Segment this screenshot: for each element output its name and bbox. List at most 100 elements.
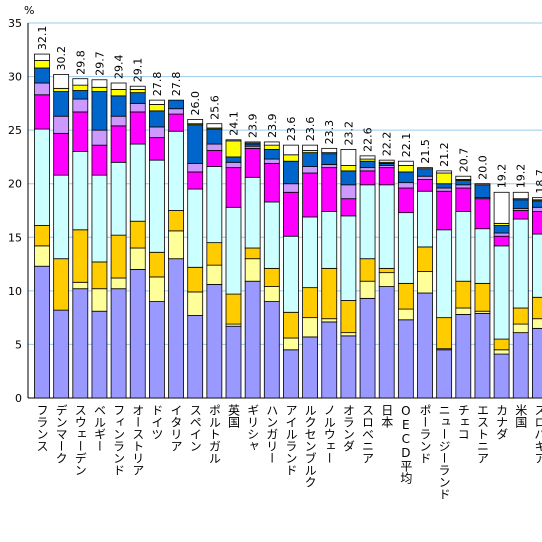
bar-segment xyxy=(129,143,146,222)
x-tick-label: ギリシャ xyxy=(246,404,260,452)
bar-segment xyxy=(91,86,108,92)
bar-segment xyxy=(455,211,472,282)
bar-segment xyxy=(206,284,223,399)
bar-segment xyxy=(34,53,50,61)
bar-segment xyxy=(302,216,319,289)
total-label: 23.6 xyxy=(304,117,317,142)
total-label: 32.1 xyxy=(36,26,49,51)
bar-segment xyxy=(263,301,280,399)
x-tick-label: チェコ xyxy=(456,404,470,440)
x-tick-label: スロバキア xyxy=(533,404,542,464)
total-label: 21.2 xyxy=(438,142,451,167)
x-tick-label: スペイン xyxy=(188,404,202,452)
bar-segment xyxy=(244,141,261,144)
bar-segment xyxy=(168,113,184,132)
bar-segment xyxy=(417,167,433,170)
total-label: 30.2 xyxy=(55,46,68,71)
bar-segment xyxy=(34,94,50,130)
bar-segment xyxy=(493,353,510,399)
x-tick-label: 英国 xyxy=(227,404,241,428)
bar-segment xyxy=(168,99,184,110)
bar-segment xyxy=(53,258,70,311)
total-label: 24.1 xyxy=(228,111,241,136)
bar-segment xyxy=(91,91,108,131)
bar-segment xyxy=(340,170,357,186)
x-tick-label: スロベニア xyxy=(361,404,375,464)
bar-segment xyxy=(532,211,542,235)
bar-segment xyxy=(397,182,414,189)
bar-segment xyxy=(129,269,146,399)
bar-segment xyxy=(436,229,453,319)
bar-segment xyxy=(321,318,338,323)
bar-segment xyxy=(512,332,529,399)
bar-segment xyxy=(474,198,491,230)
total-label: 22.6 xyxy=(362,127,375,152)
x-tick-label: ポルトガル xyxy=(207,404,221,464)
bar-segment xyxy=(340,215,357,301)
bar-segment xyxy=(206,128,223,145)
bar-segment xyxy=(110,82,127,90)
x-tick-label: ポーランド xyxy=(418,404,432,464)
bar-segment xyxy=(417,190,433,248)
bar-segment xyxy=(129,247,146,270)
bar-segment xyxy=(436,190,453,231)
total-label: 23.9 xyxy=(266,113,279,138)
bar-segment xyxy=(532,206,542,212)
total-label: 23.3 xyxy=(323,120,336,145)
bar-segment xyxy=(225,140,242,158)
bar-segment xyxy=(129,220,146,249)
bar-segment xyxy=(397,171,414,184)
bar-segment xyxy=(417,179,433,192)
bar-segment xyxy=(206,143,223,151)
bar-segment xyxy=(532,233,542,298)
bar-segment xyxy=(91,174,108,263)
bar-segment xyxy=(283,349,299,399)
bar-segment xyxy=(53,132,70,176)
bar-segment xyxy=(244,258,261,282)
bar-segment xyxy=(206,264,223,285)
total-label: 26.0 xyxy=(189,91,202,116)
bar-segment xyxy=(168,210,184,232)
bar-segment xyxy=(53,174,70,260)
bar-segment xyxy=(512,323,529,334)
bar-segment xyxy=(72,151,89,231)
bar-segment xyxy=(263,149,280,160)
bar-segment xyxy=(225,139,242,142)
bar-segment xyxy=(512,199,529,209)
bar-segment xyxy=(455,187,472,212)
x-tick-label: エストニア xyxy=(475,404,489,464)
bar-segment xyxy=(397,308,414,321)
bar-segment xyxy=(34,60,50,69)
bar-segment xyxy=(129,89,146,94)
x-tick-label: OECD平均 xyxy=(399,404,413,485)
bar-segment xyxy=(512,191,529,200)
bar-segment xyxy=(283,144,299,156)
bar-segment xyxy=(474,184,491,199)
x-tick-label: ベルギー xyxy=(92,404,106,452)
bar-segment xyxy=(493,235,510,247)
bar-segment xyxy=(397,165,414,173)
bar-segment xyxy=(359,184,376,260)
bar-segment xyxy=(263,201,280,269)
bar-segment xyxy=(302,152,319,167)
bar-segment xyxy=(378,267,395,274)
bar-segment xyxy=(110,115,127,127)
bar-segment xyxy=(187,162,204,173)
bar-segment xyxy=(340,184,357,200)
bar-segment xyxy=(168,130,184,211)
bar-segment xyxy=(397,282,414,310)
bar-segment xyxy=(225,293,242,325)
y-tick-label: 30 xyxy=(8,71,22,84)
bar-segment xyxy=(340,335,357,399)
bar-segment xyxy=(340,332,357,337)
total-label: 25.6 xyxy=(208,95,221,120)
bar-segment xyxy=(493,232,510,237)
bar-segment xyxy=(148,110,165,128)
bar-segment xyxy=(129,92,146,104)
bar-segment xyxy=(455,280,472,309)
bar-segment xyxy=(72,288,89,399)
bar-segment xyxy=(359,155,376,160)
total-label: 29.7 xyxy=(93,51,106,76)
bar-segment xyxy=(225,167,242,208)
total-label: 27.8 xyxy=(151,72,164,97)
